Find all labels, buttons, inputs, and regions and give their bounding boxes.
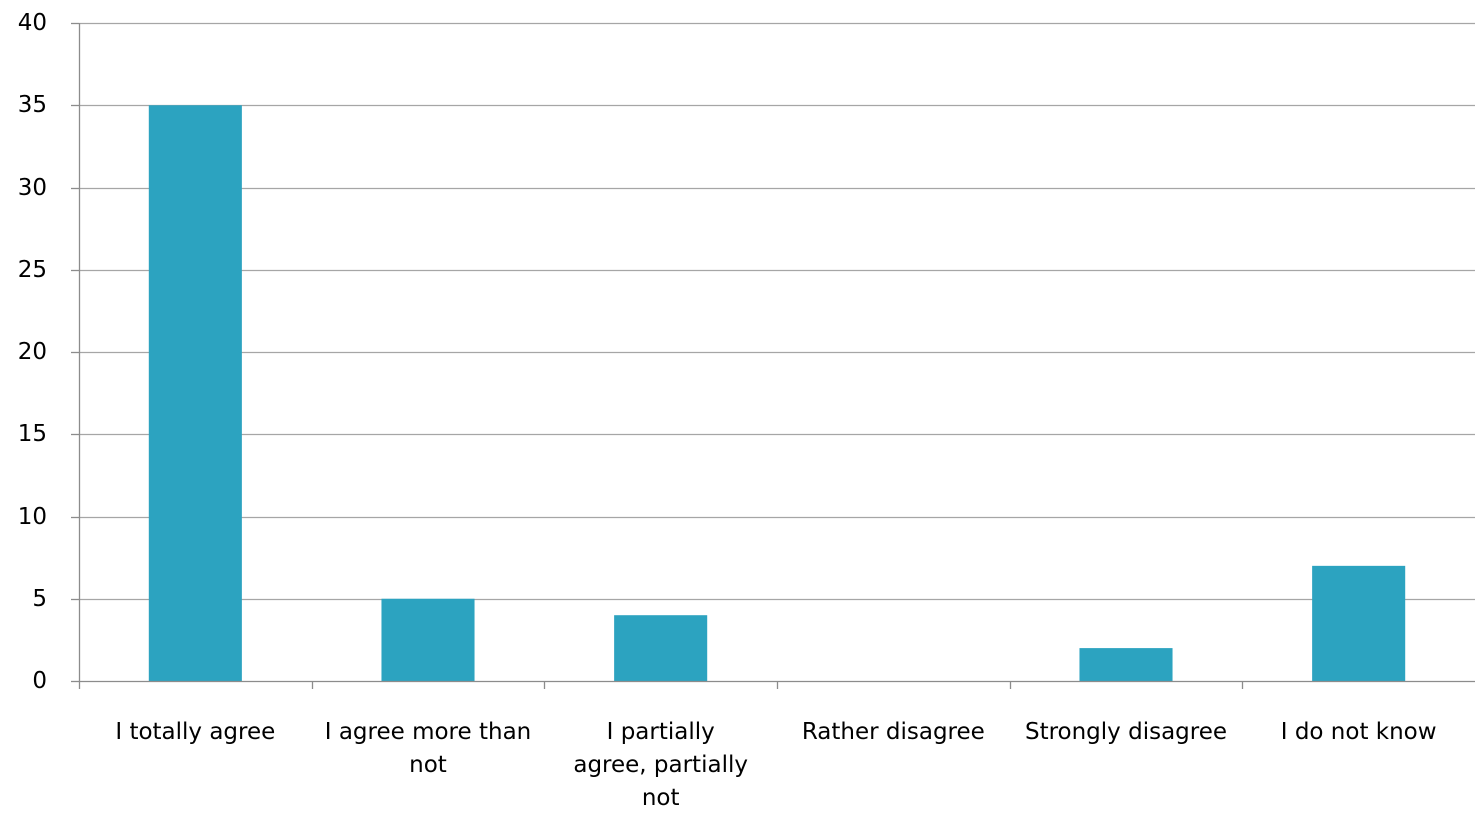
bar [381, 598, 475, 681]
x-tick-label: Rather disagree [802, 719, 985, 745]
x-tick-label: I agree more than not [325, 719, 532, 778]
y-tick-label: 15 [18, 421, 47, 447]
y-tick-label: 10 [18, 504, 47, 530]
y-tick-labels: 0 5 10 15 20 25 30 35 40 [18, 10, 47, 694]
gridlines [79, 22, 1475, 601]
x-tick-label: Strongly disagree [1025, 719, 1227, 745]
y-tick-label: 35 [18, 92, 47, 118]
x-tick-label: I totally agree [115, 719, 275, 745]
x-tick-label: I partially agree, partially not [573, 719, 748, 811]
y-tick-label: 40 [18, 10, 47, 36]
y-tick-label: 0 [32, 668, 47, 694]
x-tick-labels: I totally agree I agree more than not I par… [115, 719, 1436, 811]
y-tick-label: 20 [18, 339, 47, 365]
bar [148, 105, 242, 681]
y-tick-label: 25 [18, 257, 47, 283]
y-tick-label: 5 [32, 586, 47, 612]
bars [148, 105, 1406, 681]
axes [71, 22, 1475, 689]
x-tick-label: I do not know [1281, 719, 1437, 745]
y-tick-label: 30 [18, 175, 47, 201]
bar [1079, 648, 1173, 681]
bar [614, 615, 708, 681]
bar [1312, 565, 1406, 681]
